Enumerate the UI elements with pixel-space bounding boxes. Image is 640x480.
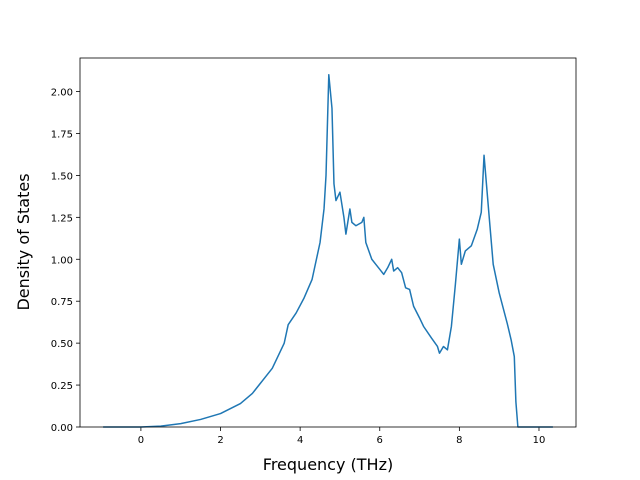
plot-frame xyxy=(79,57,577,428)
x-axis-label: Frequency (THz) xyxy=(263,455,393,474)
x-tick-label: 10 xyxy=(533,435,546,446)
x-tick-label: 0 xyxy=(138,435,144,446)
y-tick-label: 0.25 xyxy=(51,381,73,392)
x-tick-label: 4 xyxy=(297,435,303,446)
line xyxy=(103,74,553,428)
y-tick-label: 1.50 xyxy=(51,171,73,182)
y-tick-label: 0.50 xyxy=(51,339,73,350)
y-tick-label: 1.25 xyxy=(51,213,73,224)
x-tick-label: 2 xyxy=(217,435,223,446)
y-tick-label: 0.00 xyxy=(51,423,73,434)
y-tick-label: 1.75 xyxy=(51,129,73,140)
y-tick-label: 2.00 xyxy=(51,88,73,99)
x-tick-label: 6 xyxy=(377,435,383,446)
y-tick-label: 1.00 xyxy=(51,255,73,266)
y-axis-label: Density of States xyxy=(14,173,33,310)
y-tick-label: 0.75 xyxy=(51,297,73,308)
x-tick-label: 8 xyxy=(456,435,462,446)
